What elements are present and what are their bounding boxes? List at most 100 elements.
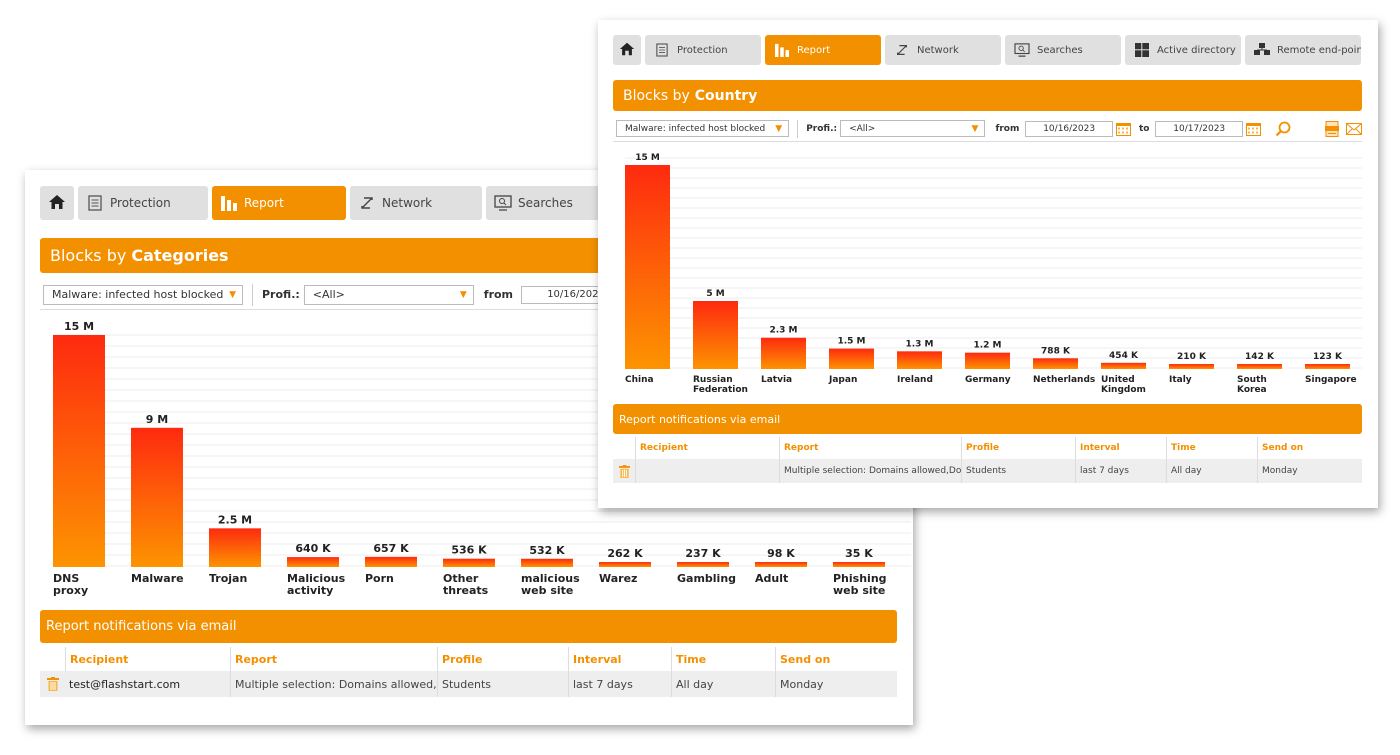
- tab-remote-endpoints[interactable]: Remote end-points: [1245, 35, 1361, 65]
- tab-network[interactable]: Network: [350, 186, 482, 220]
- page-title: Blocks by Country: [613, 80, 1362, 111]
- bar[interactable]: [833, 562, 885, 567]
- bar[interactable]: [829, 348, 874, 369]
- profile-select[interactable]: <All> ▼: [840, 120, 986, 137]
- bar[interactable]: [599, 562, 651, 567]
- bar[interactable]: [625, 165, 670, 369]
- tab-label: Network: [382, 196, 433, 210]
- category-label: web site: [833, 584, 885, 597]
- tab-searches[interactable]: Searches: [1005, 35, 1121, 65]
- windows-icon: [1133, 41, 1151, 59]
- tab-searches[interactable]: Searches: [486, 186, 606, 220]
- category-label: South: [1237, 375, 1267, 385]
- bar[interactable]: [1237, 364, 1282, 369]
- trash-icon[interactable]: [613, 459, 635, 483]
- bar[interactable]: [521, 558, 573, 567]
- from-date-input[interactable]: 10/16/2023: [1025, 120, 1113, 137]
- category-label: Warez: [599, 572, 637, 585]
- category-label: Korea: [1237, 385, 1267, 395]
- bar[interactable]: [965, 352, 1010, 369]
- calendar-icon[interactable]: [1115, 122, 1131, 136]
- home-tab[interactable]: [40, 186, 74, 220]
- profile-label: Profi.:: [262, 288, 300, 301]
- col-send-on: Send on: [1257, 437, 1362, 459]
- notifications-header: Report notifications via email: [613, 404, 1362, 434]
- tab-label: Network: [917, 44, 959, 56]
- bar[interactable]: [677, 562, 729, 567]
- table-row[interactable]: Multiple selection: Domains allowed,Do..…: [613, 459, 1362, 483]
- bar-value-label: 1.3 M: [905, 339, 933, 349]
- bar[interactable]: [693, 301, 738, 369]
- bar-value-label: 657 K: [373, 542, 409, 555]
- notifications-table: Recipient Report Profile Interval Time S…: [613, 437, 1362, 483]
- category-label: Russian: [693, 375, 733, 385]
- bar-value-label: 5 M: [706, 289, 724, 299]
- bar[interactable]: [761, 337, 806, 369]
- email-icon[interactable]: [1346, 122, 1363, 135]
- bar[interactable]: [365, 556, 417, 567]
- document-icon: [86, 194, 104, 212]
- col-report: Report: [230, 647, 437, 671]
- category-label: DNS: [53, 572, 79, 585]
- cell-send-on: Monday: [775, 671, 897, 697]
- tab-label: Active directory: [1157, 44, 1236, 56]
- bar-value-label: 640 K: [295, 542, 331, 555]
- block-type-select[interactable]: Malware: infected host blocked ▼: [616, 120, 790, 137]
- category-label: Malware: [131, 572, 184, 585]
- col-profile: Profile: [961, 437, 1075, 459]
- tab-report[interactable]: Report: [212, 186, 346, 220]
- block-type-select[interactable]: Malware: infected host blocked ▼: [43, 284, 243, 305]
- tab-report[interactable]: Report: [765, 35, 881, 65]
- from-label: from: [995, 123, 1020, 134]
- bar[interactable]: [443, 558, 495, 567]
- chevron-down-icon: ▼: [971, 123, 979, 134]
- bar[interactable]: [1101, 362, 1146, 369]
- calendar-icon[interactable]: [1246, 122, 1262, 136]
- bar[interactable]: [53, 335, 105, 567]
- cell-time: All day: [1166, 459, 1257, 483]
- bar[interactable]: [1033, 358, 1078, 369]
- tab-protection[interactable]: Protection: [78, 186, 208, 220]
- bar-value-label: 98 K: [767, 547, 795, 560]
- bar[interactable]: [1169, 364, 1214, 369]
- cell-send-on: Monday: [1257, 459, 1362, 483]
- profile-select[interactable]: <All> ▼: [303, 284, 474, 305]
- table-row[interactable]: test@flashstart.com Multiple selection: …: [40, 671, 897, 697]
- col-profile: Profile: [437, 647, 568, 671]
- bar[interactable]: [209, 528, 261, 567]
- home-tab[interactable]: [613, 35, 641, 65]
- category-label: China: [625, 375, 654, 385]
- tab-active-directory[interactable]: Active directory: [1125, 35, 1241, 65]
- filter-bar: Malware: infected host blocked ▼ Profi.: …: [613, 116, 1363, 142]
- to-date-input[interactable]: 10/17/2023: [1155, 120, 1244, 137]
- tab-network[interactable]: Network: [885, 35, 1001, 65]
- bar[interactable]: [755, 562, 807, 567]
- profile-value: <All>: [849, 123, 876, 134]
- cell-time: All day: [671, 671, 775, 697]
- bar-value-label: 15 M: [635, 153, 660, 163]
- chevron-down-icon: ▼: [775, 123, 783, 134]
- col-interval: Interval: [1075, 437, 1166, 459]
- category-label: Other: [443, 572, 479, 585]
- bar[interactable]: [287, 557, 339, 567]
- monitor-search-icon: [494, 194, 512, 212]
- tab-protection[interactable]: Protection: [645, 35, 761, 65]
- category-label: Trojan: [209, 572, 247, 585]
- from-date-value: 10/16/2023: [1043, 123, 1096, 134]
- bar[interactable]: [1305, 364, 1350, 369]
- search-icon[interactable]: [1275, 121, 1291, 137]
- chevron-down-icon: ▼: [229, 289, 236, 300]
- title-prefix: Blocks by: [623, 87, 690, 104]
- bar[interactable]: [897, 351, 942, 369]
- category-label: Singapore: [1305, 375, 1357, 385]
- notifications-table: Recipient Report Profile Interval Time S…: [40, 647, 897, 697]
- pdf-export-icon[interactable]: [1325, 120, 1340, 137]
- trash-icon[interactable]: [40, 671, 65, 697]
- category-label: United: [1101, 375, 1135, 385]
- block-type-value: Malware: infected host blocked: [52, 288, 224, 301]
- col-send-on: Send on: [775, 647, 897, 671]
- bar-value-label: 262 K: [607, 547, 643, 560]
- category-label: Ireland: [897, 375, 933, 385]
- bar[interactable]: [131, 427, 183, 567]
